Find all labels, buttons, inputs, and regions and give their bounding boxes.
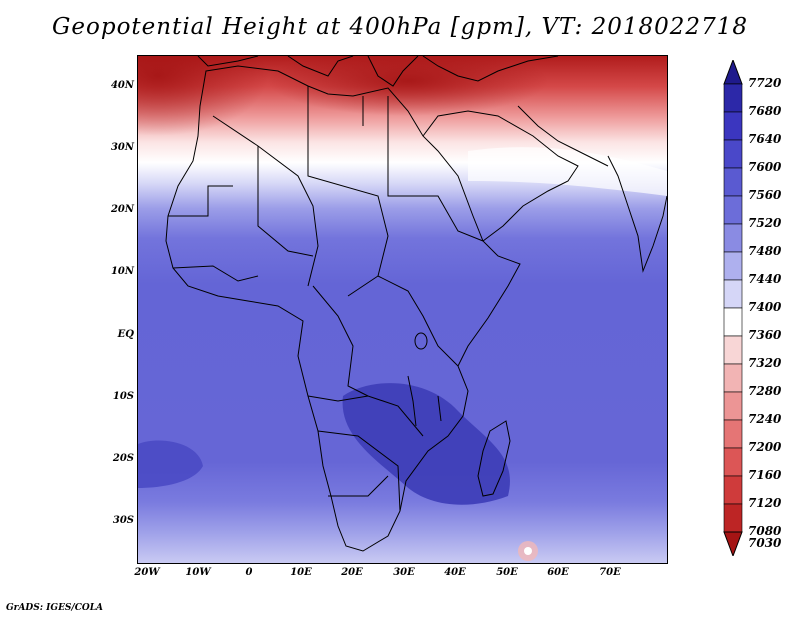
colorbar-box [723, 111, 743, 141]
arabia-coastline [422, 110, 579, 242]
lat-label-eq: EQ [117, 329, 134, 340]
india-coastline [607, 155, 667, 273]
colorbar-box [723, 391, 743, 421]
lat-label-40n: 40N [110, 80, 134, 91]
country-boundary [317, 430, 401, 512]
low-center-mediterranean [268, 56, 548, 116]
colorbar-box [723, 251, 743, 281]
iberia-coastline [197, 56, 259, 67]
africa-coastline [165, 65, 521, 552]
grads-credit: GrADS: IGES/COLA [6, 603, 104, 613]
country-boundary [387, 96, 484, 242]
country-boundary [328, 475, 389, 497]
colorbar-level-label: 7480 [748, 244, 782, 258]
country-boundary [172, 265, 259, 282]
height-field [138, 56, 667, 563]
country-boundary [377, 275, 459, 367]
colorbar-level-label: 7120 [748, 496, 782, 510]
colorbar-level-label: 7680 [748, 104, 782, 118]
lon-label-30e: 30E [393, 567, 415, 578]
lake-victoria [414, 332, 428, 350]
map-canvas [138, 56, 667, 563]
lon-label-20w: 20W [134, 567, 160, 578]
colorbar-top-arrow [723, 60, 743, 85]
lat-label-10n: 10N [110, 266, 134, 277]
country-boundary [312, 285, 369, 397]
country-boundary [307, 86, 389, 297]
greece-coastline [367, 56, 419, 87]
lon-label-50e: 50E [496, 567, 518, 578]
colorbar-box [723, 503, 743, 533]
lon-label-20e: 20E [341, 567, 363, 578]
colorbar-level-label: 7030 [748, 536, 782, 550]
colorbar-box [723, 335, 743, 365]
lon-label-70e: 70E [599, 567, 621, 578]
colorbar-level-label: 7600 [748, 160, 782, 174]
lon-label-0: 0 [245, 567, 253, 578]
colorbar-box [723, 139, 743, 169]
country-boundary [212, 115, 319, 287]
colorbar-level-label: 7400 [748, 300, 782, 314]
small-low-core [524, 547, 532, 555]
map-panel [137, 55, 668, 564]
colorbar-level-label: 7280 [748, 384, 782, 398]
colorbar-level-label: 7080 [748, 524, 782, 538]
colorbar-level-label: 7200 [748, 440, 782, 454]
lon-label-10e: 10E [290, 567, 312, 578]
lon-label-40e: 40E [444, 567, 466, 578]
colorbar-level-label: 7440 [748, 272, 782, 286]
lat-label-10s: 10S [112, 391, 134, 402]
lake-malawi [437, 395, 442, 422]
colorbar-box [723, 167, 743, 197]
colorbar-level-label: 7240 [748, 412, 782, 426]
map-title: Geopotential Height at 400hPa [gpm], VT:… [52, 14, 748, 40]
colorbar-box [723, 83, 743, 113]
low-center-northwest [138, 56, 268, 136]
colorbar-box [723, 447, 743, 477]
colorbar-level-label: 7160 [748, 468, 782, 482]
colorbar-box [723, 363, 743, 393]
colorbar-box [723, 307, 743, 337]
colorbar-box [723, 223, 743, 253]
madagascar-coastline [477, 420, 511, 497]
italy-coastline [287, 56, 354, 77]
colorbar-box [723, 279, 743, 309]
country-boundary [307, 395, 424, 437]
lat-label-30s: 30S [112, 515, 134, 526]
persian-gulf-coastline [517, 105, 609, 167]
colorbar-level-label: 7360 [748, 328, 782, 342]
colorbar-box [723, 419, 743, 449]
coastlines [165, 56, 667, 552]
high-center-atlantic [138, 440, 203, 488]
lat-label-30n: 30N [110, 142, 134, 153]
colorbar [723, 60, 743, 556]
high-center-southern-africa [342, 383, 510, 505]
colorbar-bottom-arrow [723, 531, 743, 556]
lon-label-10w: 10W [185, 567, 211, 578]
colorbar-level-label: 7320 [748, 356, 782, 370]
turkey-coastline [422, 56, 559, 82]
colorbar-level-label: 7640 [748, 132, 782, 146]
country-boundary [257, 146, 314, 257]
lake-tanganyika [407, 375, 417, 427]
lat-label-20n: 20N [110, 204, 134, 215]
lat-label-20s: 20S [112, 453, 134, 464]
colorbar-level-label: 7520 [748, 216, 782, 230]
colorbar-box [723, 475, 743, 505]
ridge-band-east [468, 147, 667, 196]
colorbar-box [723, 195, 743, 225]
lon-label-60e: 60E [547, 567, 569, 578]
colorbar-level-label: 7720 [748, 76, 782, 90]
colorbar-level-label: 7560 [748, 188, 782, 202]
country-boundary [168, 185, 233, 217]
